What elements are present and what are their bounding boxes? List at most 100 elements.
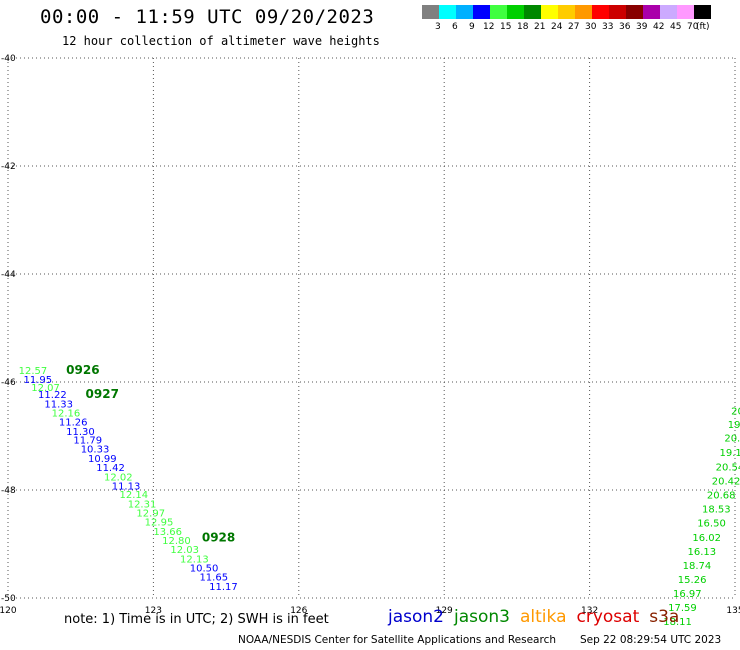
wave-height-value: 10.99 — [88, 454, 117, 465]
wave-height-value: 19.58 — [728, 420, 740, 431]
wave-height-value: 11.79 — [73, 436, 102, 447]
wave-height-value: 10.50 — [190, 564, 219, 575]
lon-tick-label: 126 — [290, 606, 307, 616]
lon-tick-label: 120 — [0, 606, 17, 616]
lat-tick-label: -50 — [1, 594, 16, 604]
color-scale-label: 45 — [670, 22, 682, 32]
lon-tick-label: 123 — [145, 606, 162, 616]
color-swatch — [507, 5, 524, 19]
color-swatch — [490, 5, 507, 19]
wave-height-value: 11.22 — [38, 390, 67, 401]
wave-height-value: 12.31 — [128, 499, 157, 510]
color-scale-label: 42 — [653, 22, 665, 32]
lon-tick-label: 129 — [436, 606, 453, 616]
wave-height-value: 12.95 — [145, 518, 174, 529]
wave-height-value: 20.42 — [712, 477, 740, 488]
satellite-legend-cryosat: cryosat — [576, 607, 640, 627]
color-scale-label: 21 — [534, 22, 546, 32]
wave-height-value: 12.97 — [136, 508, 165, 519]
color-scale-label: 39 — [636, 22, 648, 32]
wave-height-value: 20.68 — [707, 491, 736, 502]
color-swatch — [694, 5, 711, 19]
lat-tick-label: -44 — [1, 270, 16, 280]
wave-height-value: 20.54 — [716, 463, 740, 474]
color-scale-label: 33 — [602, 22, 614, 32]
color-swatch — [524, 5, 541, 19]
color-swatch — [643, 5, 660, 19]
color-scale-label: 27 — [568, 22, 580, 32]
wave-height-value: 10.33 — [81, 445, 110, 456]
wave-height-value: 16.13 — [688, 547, 717, 558]
footer-note: note: 1) Time is in UTC; 2) SWH is in fe… — [64, 612, 329, 627]
map-subtitle: 12 hour collection of altimeter wave hei… — [62, 34, 380, 48]
color-scale-label: 9 — [469, 22, 475, 32]
wave-height-value: 11.13 — [112, 481, 141, 492]
wave-height-value: 11.26 — [59, 418, 88, 429]
color-swatch — [558, 5, 575, 19]
satellite-legend-s3a: s3a — [649, 607, 680, 627]
satellite-legend-jason2: jason2 — [388, 607, 444, 627]
lat-tick-label: -48 — [1, 486, 16, 496]
color-scale-label: 18 — [517, 22, 529, 32]
color-scale-unit: (ft) — [696, 22, 710, 32]
color-scale-label: 70 — [687, 22, 699, 32]
color-scale-label: 12 — [483, 22, 495, 32]
wave-height-value: 18.11 — [663, 617, 692, 628]
credit-line: NOAA/NESDIS Center for Satellite Applica… — [238, 634, 556, 646]
wave-height-value: 12.16 — [52, 409, 81, 420]
wave-height-value: 13.66 — [153, 527, 182, 538]
color-swatch — [439, 5, 456, 19]
wave-height-value: 11.65 — [199, 573, 228, 584]
color-swatch — [626, 5, 643, 19]
wave-height-value: 18.53 — [702, 505, 731, 516]
wave-height-value: 20.03 — [724, 433, 740, 444]
lat-tick-label: -46 — [1, 378, 16, 388]
satellite-legend-altika: altika — [520, 607, 567, 627]
wave-height-value: 11.42 — [96, 463, 125, 474]
wave-height-value: 20.42 — [731, 406, 740, 417]
color-scale-label: 30 — [585, 22, 597, 32]
color-scale-label: 6 — [452, 22, 458, 32]
color-swatch — [592, 5, 609, 19]
pass-time-label: 0928 — [202, 530, 235, 544]
wave-height-value: 16.97 — [673, 589, 702, 600]
pass-time-label: 0926 — [66, 363, 99, 377]
wave-height-value: 12.13 — [180, 554, 209, 565]
wave-height-value: 11.30 — [66, 427, 95, 438]
wave-height-value: 11.17 — [209, 582, 238, 593]
wave-height-value: 12.03 — [170, 545, 199, 556]
satellite-legend: jason2 jason3 altika cryosat s3a — [388, 607, 689, 627]
pass-time-label: 0927 — [86, 387, 119, 401]
color-swatch — [541, 5, 558, 19]
color-scale-label: 24 — [551, 22, 563, 32]
generated-timestamp: Sep 22 08:29:54 UTC 2023 — [580, 634, 722, 646]
color-swatch — [609, 5, 626, 19]
color-scale-label: 36 — [619, 22, 631, 32]
color-swatch — [456, 5, 473, 19]
lon-tick-label: 132 — [581, 606, 598, 616]
wave-height-value: 16.50 — [697, 519, 726, 530]
wave-height-value: 18.74 — [683, 561, 712, 572]
lon-tick-label: 135 — [726, 606, 740, 616]
color-scale-label: 3 — [435, 22, 441, 32]
wave-height-value: 12.07 — [31, 383, 60, 394]
wave-height-value: 17.59 — [668, 603, 697, 614]
satellite-legend-jason3: jason3 — [454, 607, 510, 627]
lat-tick-label: -42 — [1, 162, 16, 172]
color-swatch — [473, 5, 490, 19]
lat-tick-label: -40 — [1, 54, 16, 64]
wave-height-value: 11.95 — [24, 375, 53, 386]
color-swatch — [660, 5, 677, 19]
wave-height-value: 12.02 — [104, 472, 133, 483]
color-scale-label: 15 — [500, 22, 512, 32]
wave-height-value: 19.11 — [719, 448, 740, 459]
color-swatch — [575, 5, 592, 19]
wave-height-value: 15.26 — [678, 575, 707, 586]
wave-height-value: 16.02 — [692, 533, 721, 544]
color-swatch — [422, 5, 439, 19]
wave-height-value: 12.14 — [119, 490, 148, 501]
wave-height-value: 12.57 — [19, 366, 48, 377]
wave-height-value: 12.80 — [162, 536, 191, 547]
wave-height-value: 11.33 — [44, 399, 73, 410]
